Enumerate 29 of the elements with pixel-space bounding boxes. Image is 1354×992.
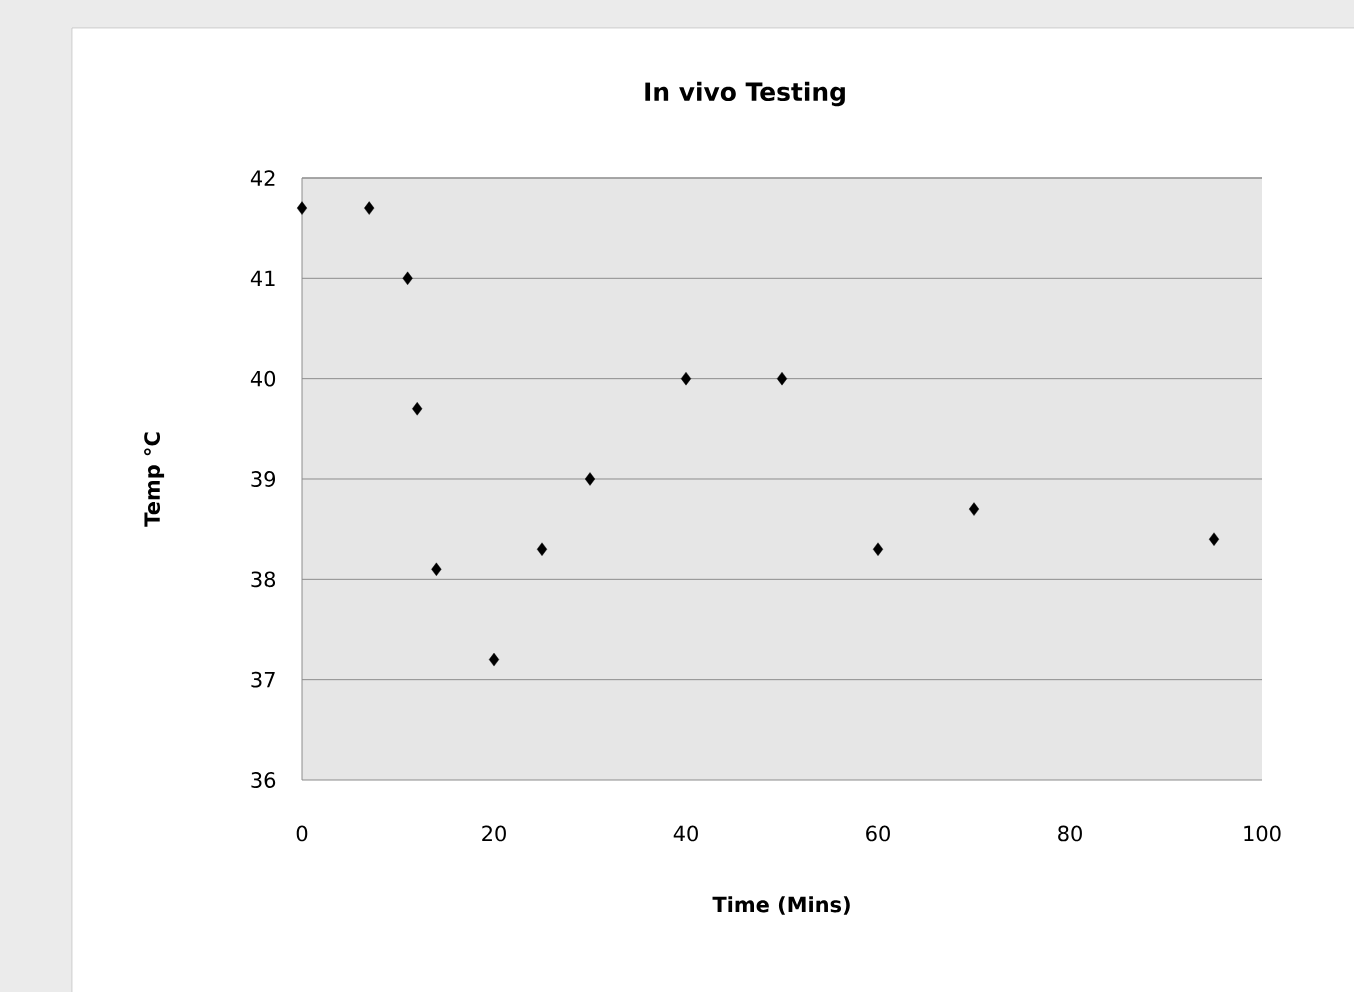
point: [536, 542, 548, 556]
y-axis-title: Temp °C: [144, 432, 165, 527]
x-tick-label: 40: [673, 825, 698, 842]
point: [872, 542, 884, 556]
point: [364, 201, 375, 215]
point: [488, 652, 500, 667]
x-tick-label: 60: [866, 825, 890, 842]
point: [431, 562, 442, 576]
y-tick-label: 40: [250, 370, 276, 387]
point: [968, 502, 980, 516]
x-tick-label: 80: [1058, 825, 1082, 842]
y-tick-label: 38: [251, 571, 276, 588]
point: [1208, 532, 1220, 546]
x-tick-label: 0: [296, 825, 308, 842]
point: [296, 201, 308, 215]
point: [402, 271, 413, 286]
point: [412, 402, 423, 416]
y-tick-label: 37: [251, 671, 275, 688]
y-tick-label: 41: [250, 270, 275, 286]
y-tick-label: 42: [250, 170, 275, 186]
x-tick-label: 20: [482, 825, 506, 842]
point: [584, 472, 596, 486]
y-tick-label: 39: [251, 471, 276, 487]
x-axis-title: Time (Mins): [712, 896, 850, 915]
point: [776, 371, 788, 386]
point: [680, 371, 692, 386]
x-tick-label: 100: [1244, 825, 1281, 842]
y-tick-label: 36: [251, 772, 276, 788]
chart-title: In vivo Testing: [645, 81, 845, 107]
